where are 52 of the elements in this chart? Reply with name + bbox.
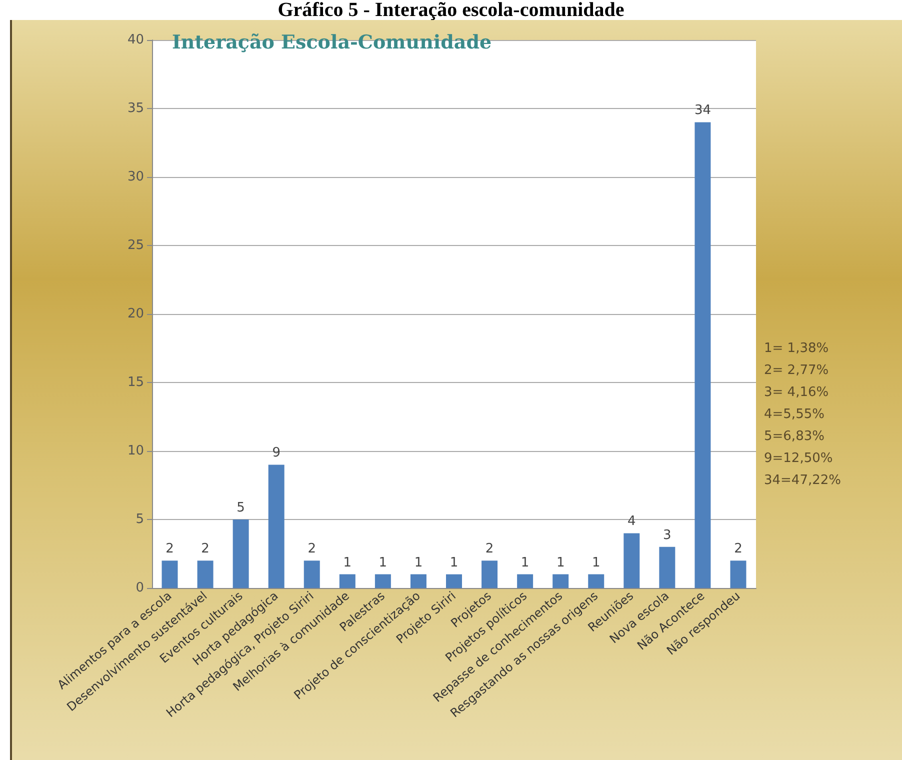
data-label: 1 — [450, 555, 458, 570]
y-tick-label: 40 — [127, 32, 144, 48]
bar — [552, 574, 569, 588]
y-tick-label: 10 — [127, 444, 144, 458]
y-tick-label: 0 — [136, 580, 144, 596]
y-tick-label: 5 — [136, 512, 144, 527]
text: 1= 1,38% — [764, 341, 829, 356]
data-label: 2 — [734, 542, 742, 557]
chart-subtitle: Interação Escola-Comunidade — [172, 32, 492, 54]
data-label: 1 — [414, 555, 423, 570]
data-label: 34 — [694, 103, 711, 118]
data-label: 1 — [556, 555, 565, 570]
y-tick-label: 30 — [127, 170, 144, 184]
bar — [232, 520, 249, 588]
data-label: 1 — [378, 555, 388, 570]
data-label: 2 — [201, 542, 210, 557]
bar — [482, 560, 498, 588]
data-label: 5 — [236, 500, 245, 516]
bar — [588, 574, 604, 588]
data-label: 2 — [308, 542, 316, 557]
bar — [446, 574, 462, 588]
y-tick-label: 25 — [127, 238, 144, 253]
bar — [339, 574, 356, 588]
data-label: 2 — [485, 542, 494, 557]
bar — [694, 122, 711, 588]
chart-title: Gráfico 5 - Interação escola-comunidade — [276, 0, 626, 21]
bar — [304, 560, 320, 588]
y-tick-label: 15 — [127, 375, 144, 390]
bar — [517, 574, 534, 588]
y-tick-label: 20 — [127, 306, 144, 322]
bar — [410, 574, 426, 588]
text: 2= 2,77% — [764, 363, 829, 378]
bar — [730, 560, 746, 588]
bar — [268, 464, 284, 588]
bar — [624, 533, 640, 588]
bar — [162, 560, 178, 588]
bar — [659, 546, 676, 588]
data-label: 1 — [343, 555, 352, 570]
text: 4=5,55% — [764, 407, 824, 422]
bar — [374, 574, 391, 588]
data-label: 2 — [166, 542, 174, 557]
data-label: 1 — [592, 555, 600, 570]
data-label: 3 — [663, 528, 672, 543]
text: 3= 4,16% — [764, 385, 829, 400]
data-label: 9 — [272, 446, 280, 461]
text: 5=6,83% — [764, 429, 824, 444]
text: 9=12,50% — [764, 451, 833, 466]
data-label: 1 — [520, 555, 530, 570]
text: 34=47,22% — [764, 473, 842, 488]
bar — [197, 560, 214, 588]
data-label: 4 — [628, 514, 636, 530]
y-tick-label: 35 — [127, 101, 144, 116]
